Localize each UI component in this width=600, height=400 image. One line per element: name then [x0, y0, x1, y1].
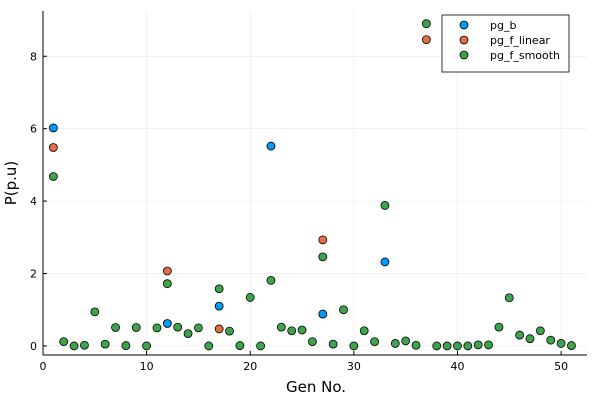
data-point-pg-f-smooth — [131, 323, 141, 332]
data-point-pg-f-smooth — [142, 341, 152, 351]
data-point-pg-f-linear — [421, 35, 431, 45]
data-point-pg-f-smooth — [401, 336, 411, 346]
data-point-pg-b — [318, 309, 328, 319]
y-tick-label: 2 — [30, 268, 37, 281]
data-point-pg-f-smooth — [432, 341, 442, 351]
data-point-pg-f-smooth — [349, 341, 359, 351]
x-tick-label: 10 — [140, 360, 154, 373]
data-point-pg-b — [162, 319, 172, 328]
data-point-pg-f-smooth — [59, 337, 69, 347]
data-point-pg-f-smooth — [266, 276, 276, 285]
data-point-pg-f-smooth — [173, 322, 183, 332]
data-point-pg-f-linear — [48, 143, 58, 152]
x-tick-label: 30 — [347, 360, 361, 373]
data-point-pg-f-smooth — [287, 326, 297, 336]
data-point-pg-f-smooth — [100, 339, 110, 349]
data-point-pg-f-smooth — [276, 322, 286, 332]
x-tick-label: 50 — [554, 360, 568, 373]
data-point-pg-f-smooth — [515, 330, 525, 340]
data-point-pg-f-smooth — [225, 326, 234, 336]
legend-label: pg_f_smooth — [490, 49, 560, 62]
data-point-pg-f-smooth — [370, 337, 379, 347]
x-tick-label: 0 — [40, 360, 47, 373]
data-point-pg-f-smooth — [308, 337, 317, 347]
data-point-pg-f-smooth — [235, 341, 245, 350]
data-point-pg-f-linear — [318, 235, 328, 245]
legend-label: pg_f_linear — [490, 34, 550, 47]
y-tick-label: 4 — [30, 195, 37, 208]
data-point-pg-b — [380, 257, 390, 267]
data-point-pg-f-smooth — [204, 341, 214, 351]
data-points — [48, 19, 576, 351]
axes — [42, 11, 587, 356]
data-point-pg-f-smooth — [183, 329, 193, 339]
data-point-pg-f-smooth — [297, 325, 307, 335]
legend-marker — [459, 50, 469, 60]
data-point-pg-b — [266, 141, 276, 151]
data-point-pg-f-smooth — [69, 341, 79, 351]
data-point-pg-f-smooth — [504, 293, 514, 303]
x-tick-label: 20 — [243, 360, 257, 373]
legend: pg_b pg_f_linear pg_f_smooth — [441, 14, 570, 73]
data-point-pg-f-smooth — [494, 322, 504, 332]
data-point-pg-b — [214, 301, 224, 311]
x-tick-label: 40 — [450, 360, 464, 373]
data-point-pg-f-smooth — [380, 201, 390, 210]
data-point-pg-f-smooth — [245, 293, 255, 302]
y-tick-label: 6 — [30, 123, 37, 136]
legend-marker — [459, 35, 469, 45]
data-point-pg-f-smooth — [525, 334, 535, 344]
data-point-pg-f-smooth — [48, 172, 58, 181]
data-point-pg-f-smooth — [194, 323, 203, 333]
legend-label: pg_b — [490, 19, 516, 32]
data-point-pg-f-smooth — [90, 307, 100, 317]
data-point-pg-f-smooth — [152, 323, 162, 333]
data-point-pg-f-linear — [162, 266, 172, 276]
data-point-pg-f-smooth — [567, 341, 576, 350]
data-point-pg-f-smooth — [463, 341, 473, 351]
data-point-pg-f-smooth — [339, 305, 348, 315]
data-point-pg-f-smooth — [453, 341, 462, 351]
data-point-pg-f-smooth — [535, 326, 545, 336]
tick-labels: 0 10 20 30 40 50 0 2 4 6 8 — [30, 50, 568, 373]
data-point-pg-f-smooth — [421, 19, 431, 29]
data-point-pg-f-smooth — [556, 339, 566, 348]
data-point-pg-f-smooth — [546, 335, 556, 345]
data-point-pg-f-smooth — [162, 279, 172, 289]
data-point-pg-f-smooth — [473, 340, 483, 350]
data-point-pg-f-smooth — [214, 284, 224, 294]
x-axis-label: Gen No. — [286, 378, 346, 396]
data-point-pg-f-smooth — [442, 341, 452, 351]
y-axis-label: P(p.u) — [2, 161, 20, 206]
data-point-pg-f-smooth — [411, 340, 421, 350]
data-point-pg-f-linear — [214, 324, 224, 334]
data-point-pg-f-smooth — [80, 340, 89, 350]
data-point-pg-f-smooth — [318, 252, 328, 262]
data-point-pg-f-smooth — [359, 326, 369, 336]
legend-marker — [459, 20, 469, 30]
data-point-pg-f-smooth — [121, 341, 131, 350]
y-tick-label: 0 — [30, 340, 37, 353]
data-point-pg-f-smooth — [111, 323, 120, 332]
data-point-pg-f-smooth — [390, 339, 400, 348]
data-point-pg-f-smooth — [484, 340, 493, 350]
data-point-pg-f-smooth — [328, 339, 338, 349]
y-tick-label: 8 — [30, 50, 37, 63]
data-point-pg-b — [48, 123, 58, 133]
data-point-pg-f-smooth — [256, 341, 266, 351]
